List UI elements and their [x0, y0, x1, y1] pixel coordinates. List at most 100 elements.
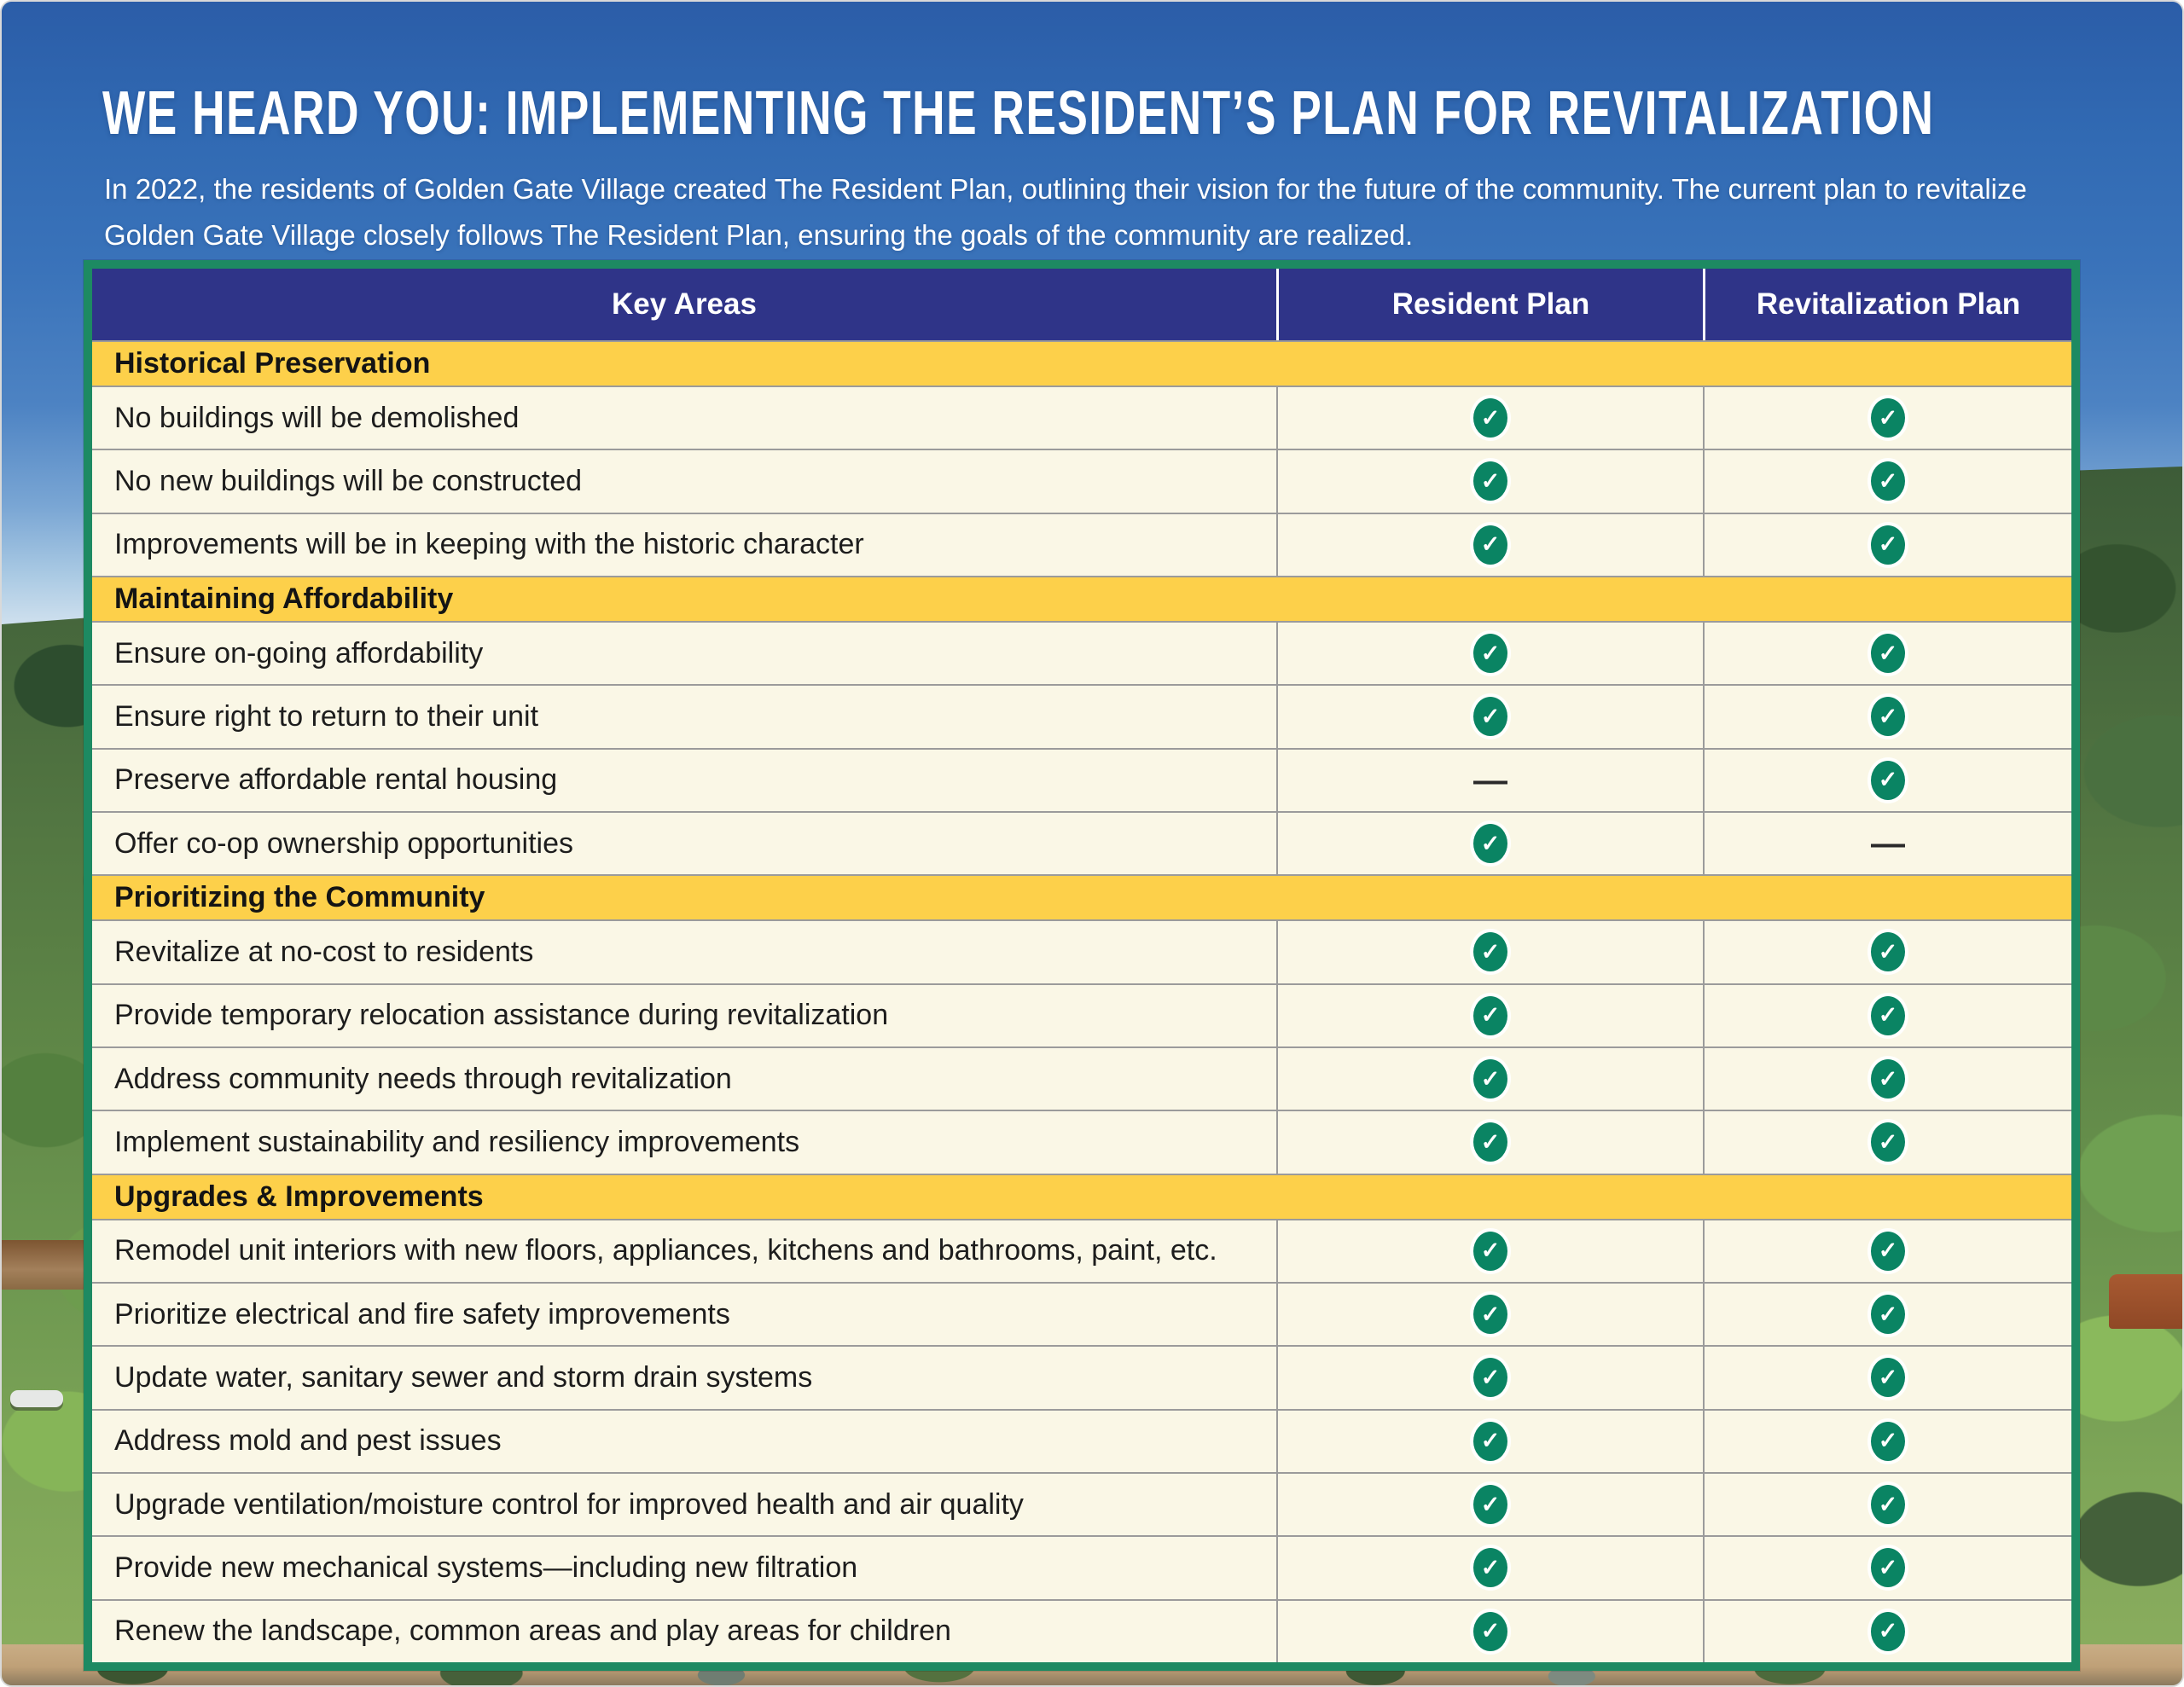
resident-plan-cell: ✓	[1276, 450, 1703, 513]
resident-plan-cell: ✓	[1276, 1347, 1703, 1409]
check-icon: ✓	[1871, 1548, 1905, 1588]
resident-plan-cell: ✓	[1276, 1220, 1703, 1282]
check-icon: ✓	[1473, 1295, 1507, 1335]
check-icon: ✓	[1871, 1231, 1905, 1271]
background-building-left	[2, 1240, 90, 1290]
table-row: No new buildings will be constructed ✓ ✓	[92, 449, 2071, 513]
check-icon: ✓	[1871, 1358, 1905, 1398]
check-icon: ✓	[1473, 461, 1507, 501]
column-header-revitalization-plan: Revitalization Plan	[1703, 269, 2071, 340]
column-header-key-areas: Key Areas	[612, 287, 757, 321]
table-header-row: Key Areas Resident Plan Revitalization P…	[92, 269, 2071, 340]
check-icon: ✓	[1473, 697, 1507, 737]
table-row: Remodel unit interiors with new floors, …	[92, 1218, 2071, 1282]
table-row: Update water, sanitary sewer and storm d…	[92, 1345, 2071, 1409]
check-icon: ✓	[1871, 1122, 1905, 1162]
revitalization-plan-cell: ✓	[1703, 513, 2071, 576]
check-icon: ✓	[1871, 461, 1905, 501]
revitalization-plan-cell: ✓	[1703, 921, 2071, 983]
check-icon: ✓	[1473, 525, 1507, 565]
table-row: No buildings will be demolished ✓ ✓	[92, 386, 2071, 449]
revitalization-plan-cell: ✓	[1703, 1220, 2071, 1282]
comparison-table: Key Areas Resident Plan Revitalization P…	[84, 260, 2080, 1671]
row-label: Offer co-op ownership opportunities	[114, 826, 574, 860]
table-row: Address mold and pest issues ✓ ✓	[92, 1408, 2071, 1472]
column-header-resident-plan: Resident Plan	[1276, 269, 1703, 340]
revitalization-plan-cell: ✓	[1703, 1047, 2071, 1110]
section-header: Upgrades & Improvements	[92, 1173, 2071, 1219]
row-label: Update water, sanitary sewer and storm d…	[114, 1360, 813, 1394]
row-label: Improvements will be in keeping with the…	[114, 528, 864, 561]
table-body: Historical Preservation No buildings will…	[92, 340, 2071, 1662]
revitalization-plan-cell: ✓	[1703, 387, 2071, 449]
check-icon: ✓	[1473, 1421, 1507, 1461]
table-row: Provide temporary relocation assistance …	[92, 983, 2071, 1046]
table-row: Implement sustainability and resiliency …	[92, 1110, 2071, 1174]
row-label: Upgrade ventilation/moisture control for…	[114, 1487, 1024, 1521]
table-row: Ensure on-going affordability ✓ ✓	[92, 620, 2071, 685]
resident-plan-cell: ✓	[1276, 1473, 1703, 1536]
table-row: Revitalize at no-cost to residents ✓ ✓	[92, 919, 2071, 983]
check-icon: ✓	[1473, 1548, 1507, 1588]
check-icon: ✓	[1871, 1421, 1905, 1461]
resident-plan-cell: ✓	[1276, 686, 1703, 748]
revitalization-plan-cell: ✓	[1703, 1537, 2071, 1599]
check-icon: ✓	[1871, 1485, 1905, 1525]
revitalization-plan-cell: ✓	[1703, 1283, 2071, 1346]
table-row: Preserve affordable rental housing — ✓	[92, 747, 2071, 811]
dash-icon: —	[1473, 761, 1507, 799]
row-label: No new buildings will be constructed	[114, 464, 583, 497]
table-row: Renew the landscape, common areas and pl…	[92, 1598, 2071, 1662]
resident-plan-cell: ✓	[1276, 812, 1703, 875]
table-row: Ensure right to return to their unit ✓ ✓	[92, 684, 2071, 748]
table-row: Address community needs through revitali…	[92, 1046, 2071, 1110]
table-row: Improvements will be in keeping with the…	[92, 512, 2071, 576]
section-header: Maintaining Affordability	[92, 575, 2071, 621]
revitalization-plan-cell: —	[1703, 812, 2071, 875]
row-label: Ensure on-going affordability	[114, 636, 484, 670]
revitalization-plan-cell: ✓	[1703, 1111, 2071, 1174]
section-header: Prioritizing the Community	[92, 874, 2071, 920]
resident-plan-cell: ✓	[1276, 1410, 1703, 1472]
resident-plan-cell: ✓	[1276, 387, 1703, 449]
row-label: Ensure right to return to their unit	[114, 699, 539, 733]
check-icon: ✓	[1473, 1611, 1507, 1651]
row-label: Address mold and pest issues	[114, 1424, 502, 1458]
revitalization-plan-cell: ✓	[1703, 749, 2071, 811]
revitalization-plan-cell: ✓	[1703, 450, 2071, 513]
check-icon: ✓	[1473, 1059, 1507, 1099]
table-row: Prioritize electrical and fire safety im…	[92, 1281, 2071, 1346]
check-icon: ✓	[1871, 398, 1905, 438]
check-icon: ✓	[1473, 1358, 1507, 1398]
check-icon: ✓	[1473, 398, 1507, 438]
resident-plan-cell: ✓	[1276, 1111, 1703, 1174]
row-label: Prioritize electrical and fire safety im…	[114, 1297, 730, 1330]
check-icon: ✓	[1871, 697, 1905, 737]
check-icon: ✓	[1473, 995, 1507, 1035]
row-label: Renew the landscape, common areas and pl…	[114, 1615, 951, 1648]
table-row: Upgrade ventilation/moisture control for…	[92, 1471, 2071, 1536]
row-label: Preserve affordable rental housing	[114, 763, 558, 797]
check-icon: ✓	[1871, 932, 1905, 972]
revitalization-plan-cell: ✓	[1703, 984, 2071, 1046]
resident-plan-cell: ✓	[1276, 513, 1703, 576]
row-label: Implement sustainability and resiliency …	[114, 1125, 800, 1158]
check-icon: ✓	[1473, 932, 1507, 972]
page-title: WE HEARD YOU: IMPLEMENTING THE RESIDENT’…	[102, 79, 1935, 148]
resident-plan-cell: ✓	[1276, 1047, 1703, 1110]
resident-plan-cell: ✓	[1276, 1600, 1703, 1662]
row-label: Provide new mechanical systems—including…	[114, 1551, 858, 1584]
check-icon: ✓	[1871, 1295, 1905, 1335]
check-icon: ✓	[1473, 1485, 1507, 1525]
check-icon: ✓	[1871, 634, 1905, 674]
check-icon: ✓	[1871, 1611, 1905, 1651]
resident-plan-cell: —	[1276, 749, 1703, 811]
table-row: Provide new mechanical systems—including…	[92, 1535, 2071, 1599]
resident-plan-cell: ✓	[1276, 921, 1703, 983]
revitalization-plan-cell: ✓	[1703, 1347, 2071, 1409]
revitalization-plan-cell: ✓	[1703, 686, 2071, 748]
check-icon: ✓	[1473, 634, 1507, 674]
check-icon: ✓	[1871, 525, 1905, 565]
revitalization-plan-cell: ✓	[1703, 622, 2071, 685]
